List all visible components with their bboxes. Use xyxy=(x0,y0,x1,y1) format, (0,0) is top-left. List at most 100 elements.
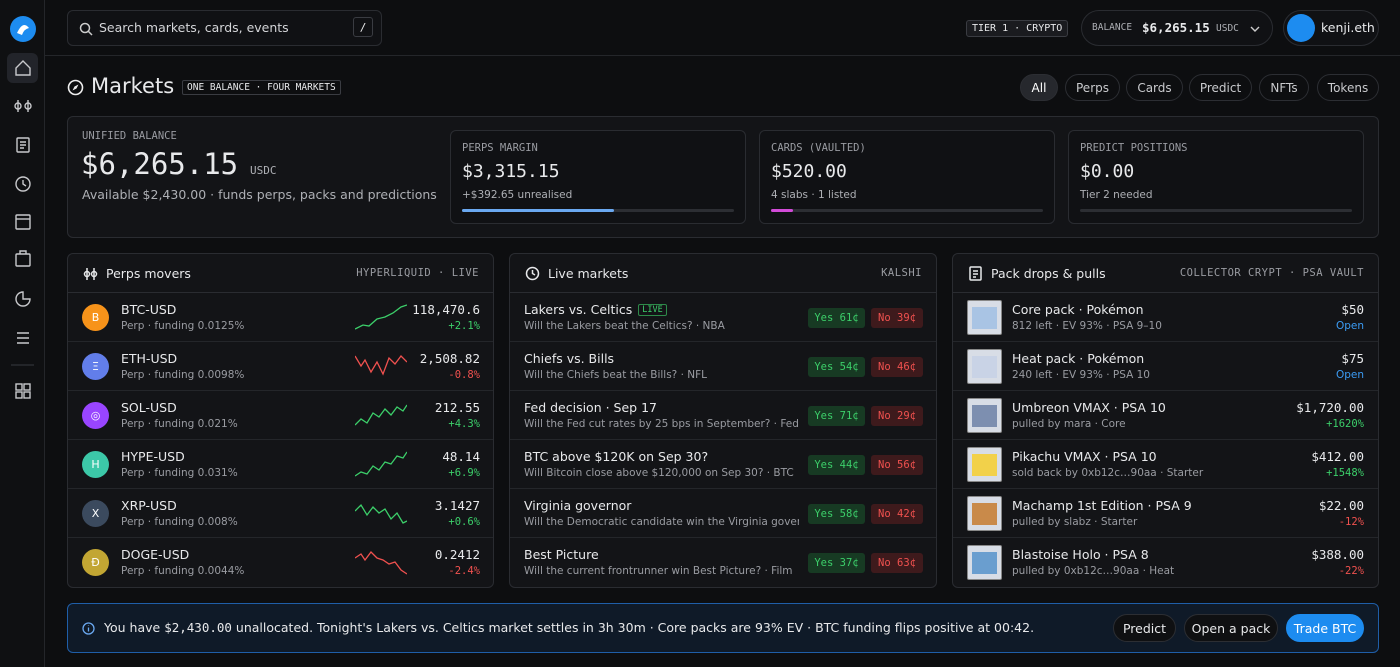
coin-icon: H xyxy=(82,451,109,478)
banner-after: unallocated. Tonight's Lakers vs. Celtic… xyxy=(235,620,1035,635)
no-button[interactable]: No 63¢ xyxy=(871,553,923,573)
search-placeholder: Search markets, cards, events xyxy=(99,20,289,35)
market-title: Fed decision · Sep 17 xyxy=(524,400,657,415)
market-question: Will Bitcoin close above $120,000 on Sep… xyxy=(524,467,794,479)
symbol: HYPE-USD xyxy=(121,449,185,464)
summary-label: UNIFIED BALANCE xyxy=(82,130,177,142)
pack-detail: 240 left · EV 93% · PSA 10 xyxy=(1012,369,1150,381)
panel-rows: Lakers vs. Celtics LIVE Will the Lakers be… xyxy=(510,293,936,587)
summary-amount: $6,265.15 xyxy=(81,147,239,181)
pack-row[interactable]: Umbreon VMAX · PSA 10 pulled by mara · Co… xyxy=(953,391,1378,440)
coin-icon: X xyxy=(82,500,109,527)
pack-name: Core pack · Pokémon xyxy=(1012,302,1144,317)
banner: You have $2,430.00 unallocated. Tonight'… xyxy=(67,603,1379,653)
market-row: Best Picture Will the current frontrunner… xyxy=(510,538,936,587)
thumbnail-art xyxy=(972,552,997,574)
price: 118,470.6 xyxy=(412,302,480,317)
balance-label: BALANCE xyxy=(1092,22,1133,33)
yes-button[interactable]: Yes 61¢ xyxy=(808,308,865,328)
sparkline xyxy=(355,355,407,376)
thumbnail-art xyxy=(972,454,997,476)
user-pill[interactable]: kenji.eth xyxy=(1283,10,1379,46)
yes-button[interactable]: Yes 44¢ xyxy=(808,455,865,475)
market-row: BTC above $120K on Sep 30? Will Bitcoin c… xyxy=(510,440,936,489)
price: 3.1427 xyxy=(434,498,480,513)
panel-icon xyxy=(969,266,982,281)
panel-title: Pack drops & pulls xyxy=(991,266,1106,281)
pack-status[interactable]: Open xyxy=(1335,320,1364,332)
pack-name: Heat pack · Pokémon xyxy=(1012,351,1145,366)
no-button[interactable]: No 39¢ xyxy=(871,308,923,328)
live-badge: LIVE xyxy=(638,304,667,316)
no-button[interactable]: No 46¢ xyxy=(871,357,923,377)
pack-price: $50 xyxy=(1341,302,1364,317)
banner-button[interactable]: Trade BTC xyxy=(1286,614,1364,642)
thumbnail xyxy=(967,349,1002,384)
tab[interactable]: Cards xyxy=(1126,74,1183,101)
tab[interactable]: Perps xyxy=(1065,74,1120,101)
tab[interactable]: All xyxy=(1020,74,1058,101)
thumbnail xyxy=(967,447,1002,482)
perp-row[interactable]: B BTC-USD Perp · funding 0.0125% 118,470.6 +… xyxy=(68,293,493,342)
nav-icons xyxy=(11,60,34,399)
pack-status[interactable]: Open xyxy=(1335,369,1364,381)
market-title-line: Lakers vs. Celtics LIVE xyxy=(524,302,667,317)
tab[interactable]: NFTs xyxy=(1259,74,1309,101)
yes-button[interactable]: Yes 71¢ xyxy=(808,406,865,426)
pack-row[interactable]: Machamp 1st Edition · PSA 9 pulled by sla… xyxy=(953,489,1378,538)
market-question: Will the Chiefs beat the Bills? · NFL xyxy=(524,369,708,381)
tab[interactable]: Tokens xyxy=(1317,74,1379,101)
detail: Perp · funding 0.0098% xyxy=(121,369,245,381)
home-active[interactable] xyxy=(7,53,38,83)
pack-price: $412.00 xyxy=(1311,449,1364,464)
banner-button[interactable]: Predict xyxy=(1113,614,1176,642)
market-title-line: Chiefs vs. Bills xyxy=(524,351,614,366)
search[interactable]: Search markets, cards, events / xyxy=(67,10,382,46)
pack-name: Pikachu VMAX · PSA 10 xyxy=(1012,449,1157,464)
tab[interactable]: Predict xyxy=(1189,74,1252,101)
pack-row[interactable]: Heat pack · Pokémon 240 left · EV 93% · P… xyxy=(953,342,1378,391)
perp-row[interactable]: Ð DOGE-USD Perp · funding 0.0044% 0.2412 -2.… xyxy=(68,538,493,587)
market-title-line: Best Picture xyxy=(524,547,599,562)
symbol: BTC-USD xyxy=(121,302,177,317)
perp-row[interactable]: Ξ ETH-USD Perp · funding 0.0098% 2,508.82 -0… xyxy=(68,342,493,391)
market-row: Virginia governor Will the Democratic can… xyxy=(510,489,936,538)
pack-row[interactable]: Blastoise Holo · PSA 8 pulled by 0xb12c…9… xyxy=(953,538,1378,587)
banner-button[interactable]: Open a pack xyxy=(1184,614,1278,642)
progress-track xyxy=(771,209,1043,212)
panel-title: Live markets xyxy=(548,266,629,281)
pack-price: $1,720.00 xyxy=(1296,400,1364,415)
price: 212.55 xyxy=(434,400,480,415)
progress-track xyxy=(1080,209,1352,212)
no-button[interactable]: No 42¢ xyxy=(871,504,923,524)
card-label: PERPS MARGIN xyxy=(462,142,538,154)
pack-detail: pulled by slabz · Starter xyxy=(1012,516,1138,528)
yes-button[interactable]: Yes 58¢ xyxy=(808,504,865,524)
no-button[interactable]: No 56¢ xyxy=(871,455,923,475)
banner-amount: $2,430.00 xyxy=(164,620,232,635)
detail: Perp · funding 0.0044% xyxy=(121,565,245,577)
perp-row[interactable]: X XRP-USD Perp · funding 0.008% 3.1427 +0.6% xyxy=(68,489,493,538)
yes-button[interactable]: Yes 37¢ xyxy=(808,553,865,573)
packs-panel: Pack drops & pulls COLLECTOR CRYPT · PSA … xyxy=(952,253,1379,588)
pack-name: Machamp 1st Edition · PSA 9 xyxy=(1012,498,1192,513)
price: 0.2412 xyxy=(434,547,480,562)
change: -0.8% xyxy=(448,369,480,381)
balance-pill[interactable]: BALANCE $6,265.15 USDC xyxy=(1081,10,1273,46)
pack-row[interactable]: Core pack · Pokémon 812 left · EV 93% · P… xyxy=(953,293,1378,342)
sparkline xyxy=(355,551,407,575)
perp-row[interactable]: H HYPE-USD Perp · funding 0.031% 48.14 +6.9% xyxy=(68,440,493,489)
pull-change: +1620% xyxy=(1326,418,1364,430)
yes-button[interactable]: Yes 54¢ xyxy=(808,357,865,377)
panel-header: Pack drops & pulls COLLECTOR CRYPT · PSA … xyxy=(953,254,1378,293)
thumbnail xyxy=(967,398,1002,433)
pack-row[interactable]: Pikachu VMAX · PSA 10 sold back by 0xb12c… xyxy=(953,440,1378,489)
sparkline xyxy=(355,404,407,426)
no-button[interactable]: No 29¢ xyxy=(871,406,923,426)
symbol: SOL-USD xyxy=(121,400,177,415)
coin-icon: B xyxy=(82,304,109,331)
progress-fill xyxy=(771,209,793,212)
banner-text: You have $2,430.00 unallocated. Tonight'… xyxy=(104,620,1034,635)
perp-row[interactable]: ◎ SOL-USD Perp · funding 0.021% 212.55 +4.3% xyxy=(68,391,493,440)
